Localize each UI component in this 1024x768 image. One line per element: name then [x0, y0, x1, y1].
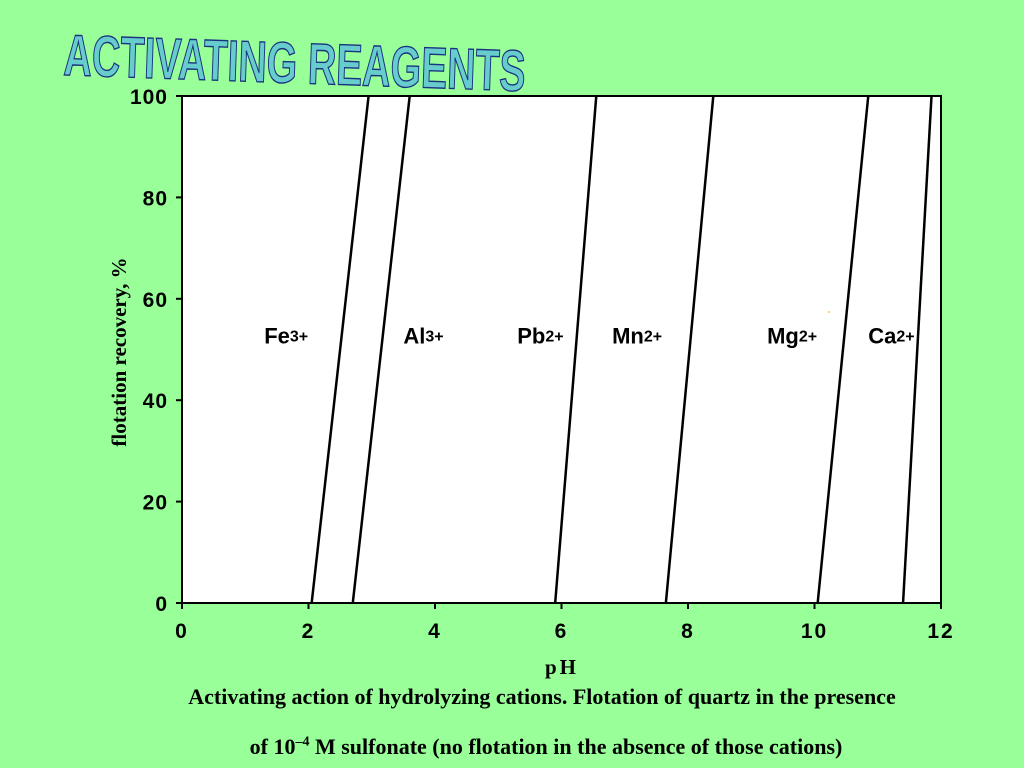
series-line-pb — [553, 95, 598, 604]
series-label-mn: Mn2+ — [612, 323, 662, 348]
series-label-charge: 2+ — [799, 328, 817, 345]
x-tick-label: 0 — [175, 620, 189, 643]
series-label-charge: 3+ — [290, 328, 308, 345]
y-tick-label: 0 — [155, 593, 168, 616]
series-label-name: Pb — [517, 323, 545, 348]
series-label-charge: 2+ — [896, 328, 914, 345]
series-label-name: Ca — [868, 323, 897, 348]
series-label-name: Fe — [264, 323, 290, 348]
series-line-fe — [310, 95, 370, 604]
y-tick-label: 20 — [143, 492, 168, 515]
series-line-mg — [816, 95, 870, 604]
x-tick-label: 10 — [801, 620, 828, 643]
series-label-ca: Ca2+ — [868, 323, 914, 348]
series-lines — [310, 95, 933, 604]
caption-line-1: Activating action of hydrolyzing cations… — [188, 684, 896, 709]
series-label-name: Mn — [612, 323, 644, 348]
stray-dot — [828, 311, 830, 313]
series-label-charge: 3+ — [425, 328, 443, 345]
caption-exponent: –4 — [295, 734, 310, 750]
series-label-name: Mg — [767, 323, 799, 348]
series-label-charge: 2+ — [545, 328, 563, 345]
series-label-charge: 2+ — [644, 328, 662, 345]
y-tick-label: 40 — [143, 390, 168, 413]
series-line-ca — [901, 95, 933, 604]
series-label-al: Al3+ — [403, 323, 443, 348]
caption-line-2-prefix: of 10 — [249, 734, 296, 759]
series-label-fe: Fe3+ — [264, 323, 308, 348]
x-tick-label: 12 — [927, 620, 954, 643]
series-labels: Fe3+ Al3+ Pb2+ Mn2+ Mg2+ Ca2+ — [264, 323, 914, 348]
x-tick-label: 6 — [555, 620, 569, 643]
series-label-mg: Mg2+ — [767, 323, 817, 348]
series-line-mn — [664, 95, 715, 604]
y-tick-label: 100 — [130, 86, 168, 109]
series-label-pb: Pb2+ — [517, 323, 563, 348]
y-axis-ticks: 0 20 40 60 80 100 — [130, 86, 182, 616]
caption-line-2-suffix: M sulfonate (no flotation in the absence… — [309, 734, 843, 759]
y-tick-label: 80 — [143, 187, 168, 210]
series-line-al — [351, 95, 411, 604]
x-axis-ticks: 0 2 4 6 8 10 12 — [175, 603, 954, 643]
x-tick-label: 8 — [681, 620, 695, 643]
x-axis-label: pH — [545, 655, 579, 679]
y-tick-label: 60 — [143, 289, 168, 312]
y-axis-label: flotation recovery, % — [107, 257, 131, 446]
x-tick-label: 2 — [302, 620, 316, 643]
slide-title: ACTIVATING REAGENTS — [63, 23, 527, 104]
caption-line-2: of 10–4 M sulfonate (no flotation in the… — [0, 734, 1024, 760]
x-tick-label: 4 — [428, 620, 442, 643]
series-label-name: Al — [403, 323, 425, 348]
